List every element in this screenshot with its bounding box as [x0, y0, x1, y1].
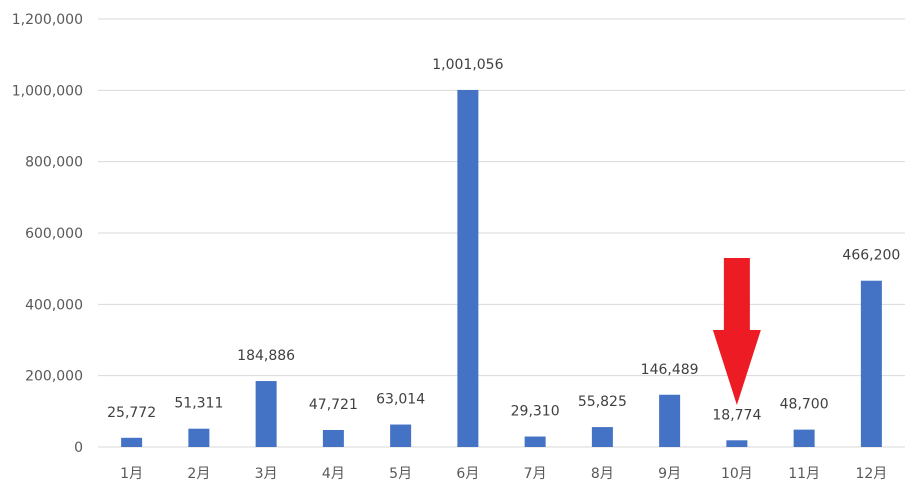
bar-10月 [726, 440, 748, 447]
x-tick-label: 6月 [456, 466, 479, 482]
x-tick-label: 9月 [658, 466, 681, 482]
x-tick-label: 4月 [322, 466, 345, 482]
y-tick-label: 600,000 [25, 226, 83, 242]
data-label: 18,774 [712, 407, 761, 423]
data-label: 184,886 [237, 348, 295, 364]
bar-8月 [591, 427, 613, 447]
data-label: 55,825 [578, 394, 627, 410]
data-label: 25,772 [107, 405, 156, 421]
data-labels: 25,772 51,311 184,886 47,721 63,014 1,001,056… [107, 57, 900, 423]
y-tick-label: 400,000 [25, 297, 83, 313]
data-label: 51,311 [174, 396, 223, 412]
bars [121, 89, 882, 447]
x-tick-label: 11月 [788, 466, 820, 482]
bar-12月 [860, 280, 882, 447]
data-label: 466,200 [842, 248, 900, 264]
bar-4月 [322, 429, 344, 447]
red-arrow-annotation [712, 258, 761, 405]
y-tick-label: 1,200,000 [12, 12, 83, 28]
y-axis-ticks: 0 200,000 400,000 600,000 800,000 1,000,000 1,… [12, 12, 83, 456]
data-label: 63,014 [376, 392, 425, 408]
data-label: 1,001,056 [432, 57, 503, 73]
y-tick-label: 800,000 [25, 155, 83, 171]
y-tick-label: 0 [74, 440, 83, 456]
bar-7月 [524, 436, 546, 447]
data-label: 48,700 [780, 397, 829, 413]
annotation-layer [712, 258, 761, 405]
bar-5月 [390, 424, 412, 447]
x-tick-label: 1月 [120, 466, 143, 482]
y-tick-label: 200,000 [25, 369, 83, 385]
data-label: 146,489 [641, 362, 699, 378]
bar-2月 [188, 428, 210, 447]
x-tick-label: 2月 [187, 466, 210, 482]
gridlines [98, 18, 905, 448]
x-tick-label: 8月 [591, 466, 614, 482]
bar-1月 [121, 437, 143, 447]
bar-9月 [659, 394, 681, 447]
x-tick-label: 12月 [855, 466, 887, 482]
bar-6月 [457, 89, 479, 447]
y-tick-label: 1,000,000 [12, 83, 83, 99]
x-tick-label: 10月 [721, 466, 753, 482]
x-tick-label: 3月 [255, 466, 278, 482]
x-tick-label: 5月 [389, 466, 412, 482]
bar-3月 [255, 381, 277, 447]
data-label: 47,721 [309, 397, 358, 413]
bar-11月 [793, 429, 815, 447]
x-axis-ticks: 1月 2月 3月 4月 5月 6月 7月 8月 9月 10月 11月 12月 [120, 466, 887, 482]
data-label: 29,310 [511, 404, 560, 420]
x-tick-label: 7月 [524, 466, 547, 482]
